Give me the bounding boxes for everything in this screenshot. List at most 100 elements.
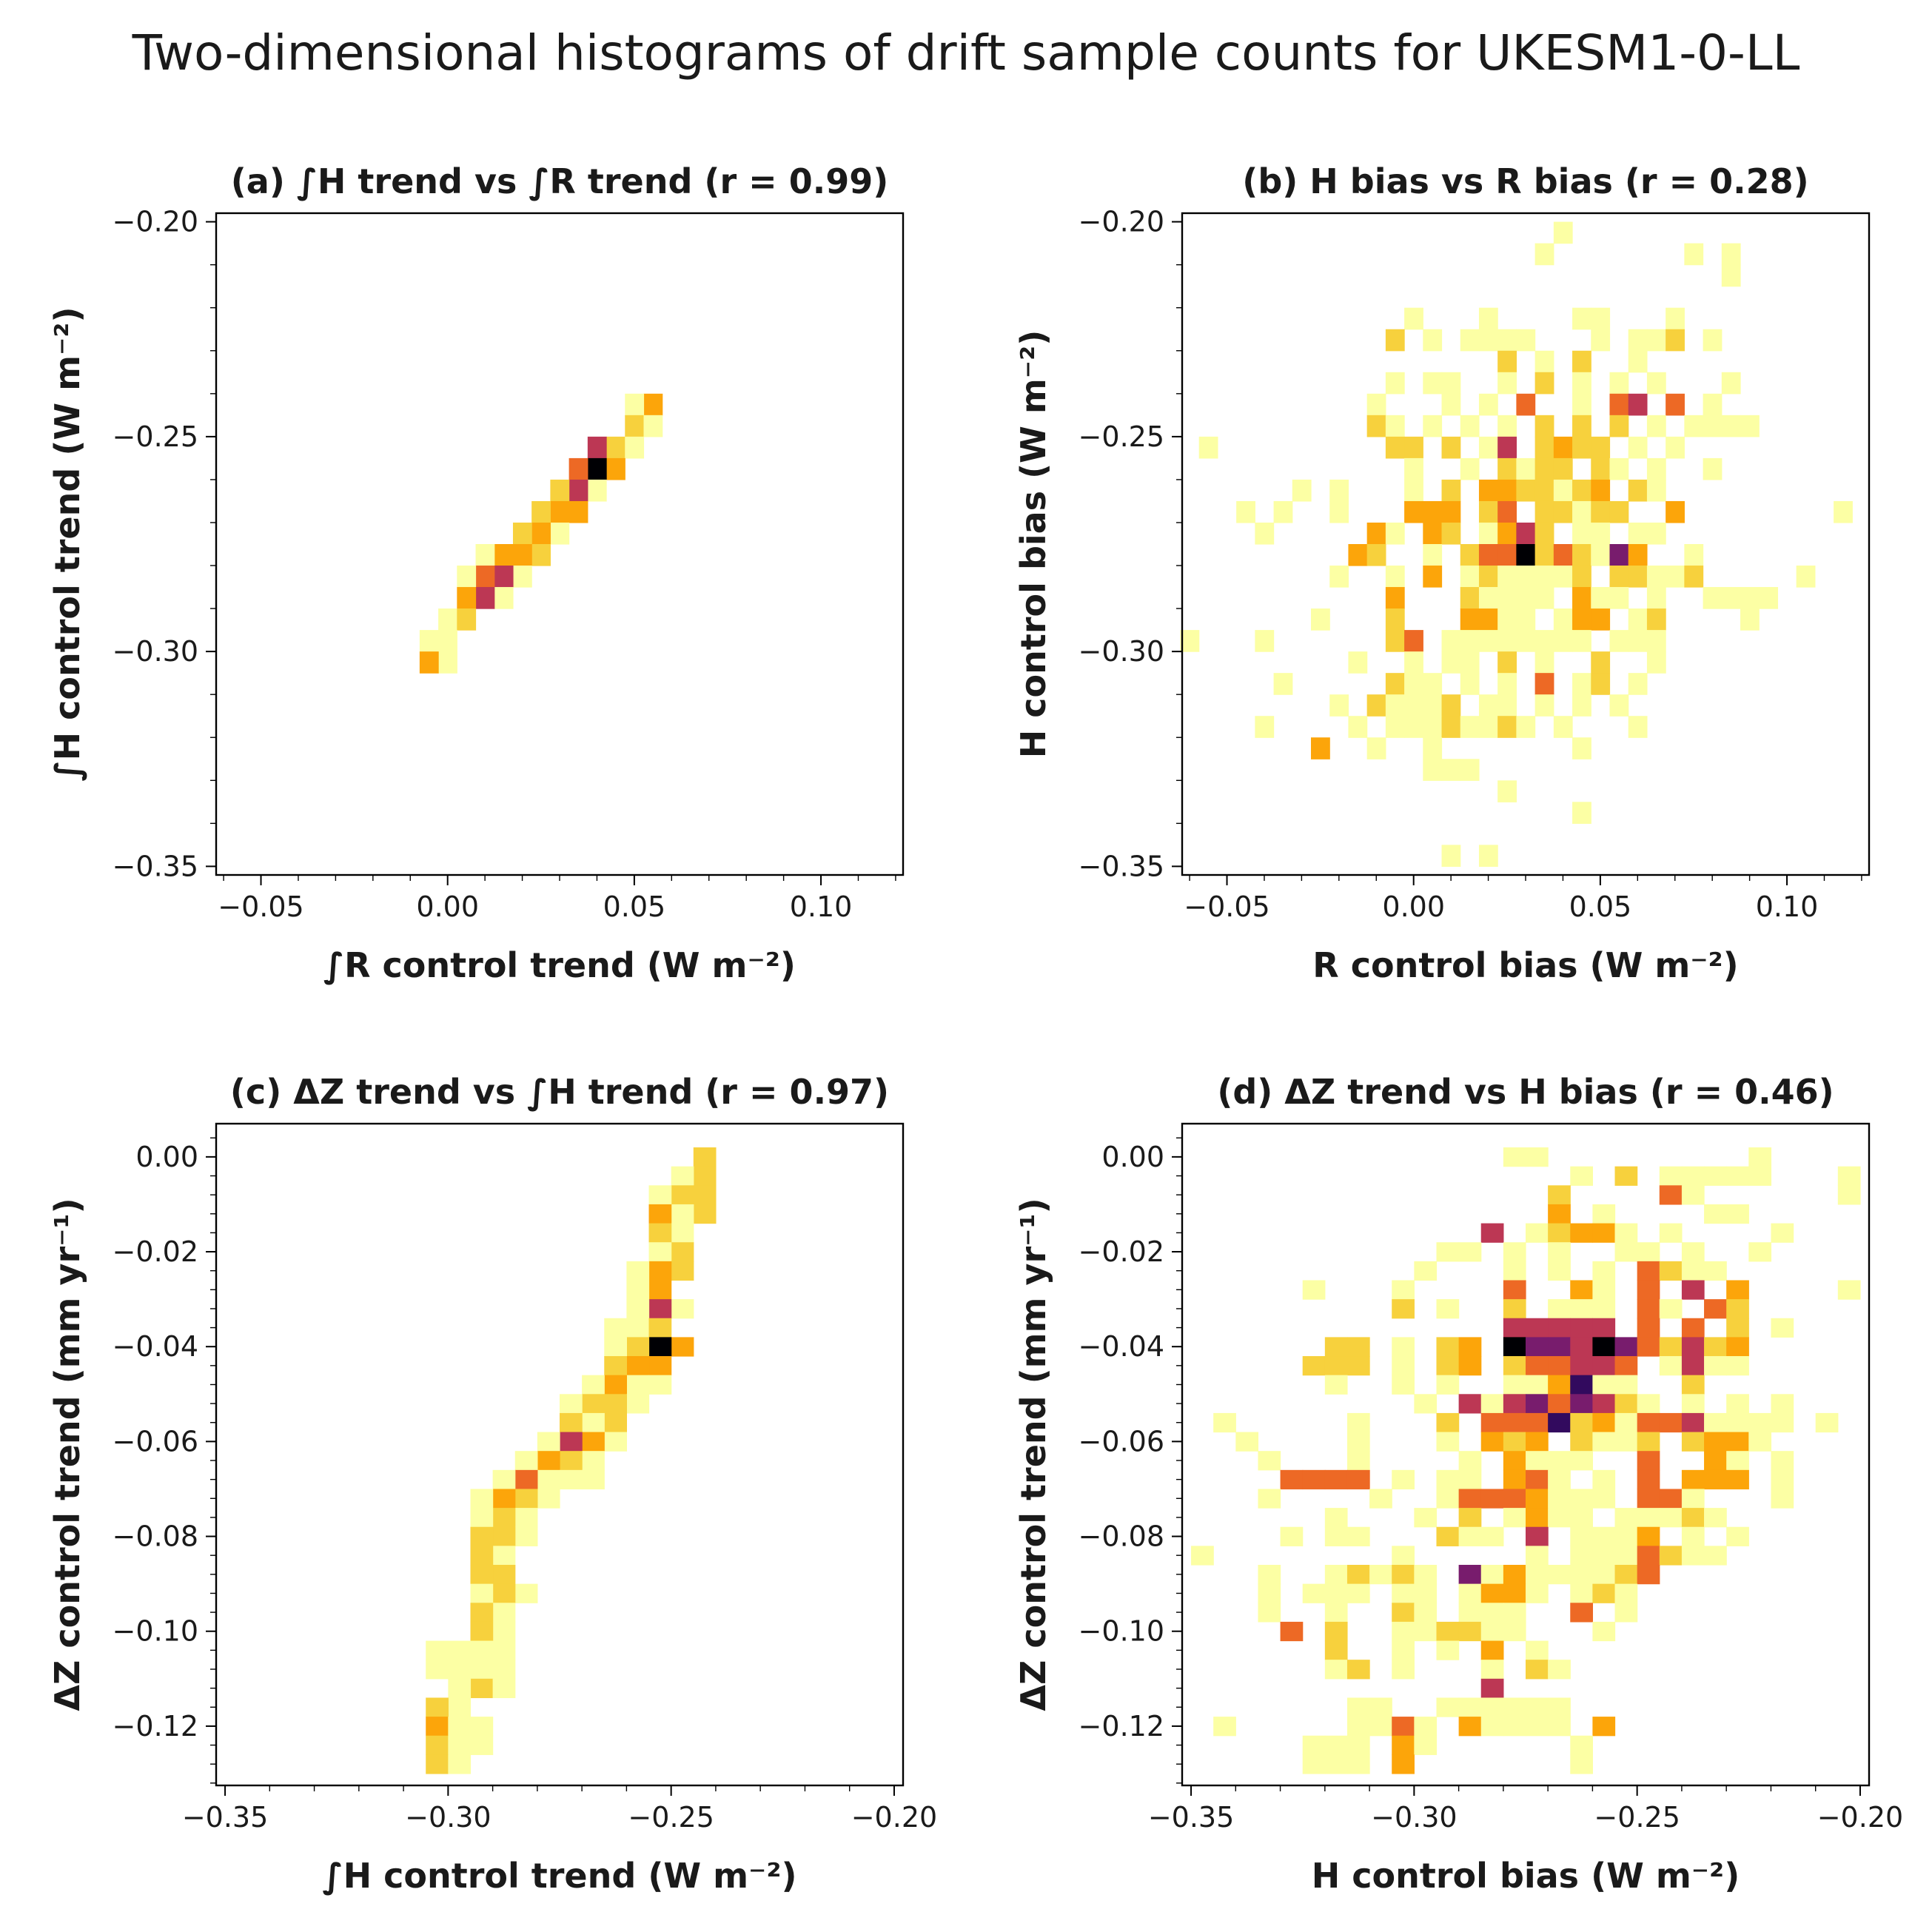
heatmap-cell xyxy=(1503,1583,1526,1603)
heatmap-cell xyxy=(1591,544,1611,566)
heatmap-cell xyxy=(1614,1583,1638,1603)
heatmap-cell xyxy=(1646,566,1666,588)
heatmap-cell xyxy=(1346,1717,1370,1737)
heatmap-cell xyxy=(1681,1261,1705,1281)
heatmap-cell xyxy=(492,1660,516,1680)
heatmap-cell xyxy=(1503,1394,1526,1414)
heatmap-cell xyxy=(1329,479,1349,502)
heatmap-cell xyxy=(1324,1621,1348,1642)
heatmap-cell xyxy=(537,1432,560,1452)
heatmap-cell xyxy=(1366,737,1386,759)
heatmap-cell xyxy=(492,1603,516,1623)
heatmap-cell xyxy=(1292,479,1312,502)
heatmap-cell xyxy=(1721,243,1741,266)
heatmap-cell xyxy=(648,1204,672,1224)
heatmap-cell xyxy=(470,1603,494,1623)
heatmap-cell xyxy=(1548,1242,1571,1262)
heatmap-cell xyxy=(1478,845,1498,867)
heatmap-cell xyxy=(1441,500,1461,523)
heatmap-cell xyxy=(1526,1337,1549,1357)
heatmap-cell xyxy=(1404,457,1423,480)
heatmap-cell xyxy=(1646,415,1666,437)
heatmap-cell xyxy=(1348,651,1368,674)
heatmap-cell xyxy=(560,1432,583,1452)
y-tick-label: −0.10 xyxy=(1079,1615,1164,1648)
heatmap-cell xyxy=(531,522,551,545)
heatmap-cell xyxy=(1534,243,1554,266)
heatmap-cell xyxy=(1503,1261,1526,1281)
heatmap-cell xyxy=(470,1640,494,1660)
heatmap-cell xyxy=(1346,1697,1370,1717)
heatmap-cell xyxy=(604,1318,627,1338)
heatmap-cell xyxy=(1637,1337,1660,1357)
heatmap-cell xyxy=(1436,1299,1460,1319)
heatmap-cell xyxy=(1436,1640,1460,1660)
heatmap-cell xyxy=(470,1526,494,1546)
heatmap-cell xyxy=(1726,1526,1749,1546)
x-tick-label: 0.05 xyxy=(1569,890,1632,923)
heatmap-cell xyxy=(1637,1469,1660,1490)
y-tick-label: −0.02 xyxy=(1079,1235,1164,1268)
heatmap-cell xyxy=(1478,587,1498,609)
heatmap-cell xyxy=(1526,1375,1549,1395)
heatmap-cell xyxy=(448,1678,472,1699)
heatmap-cell xyxy=(1659,1166,1683,1186)
heatmap-cell xyxy=(1837,1166,1861,1186)
heatmap-cell xyxy=(1548,1337,1571,1357)
heatmap-cell xyxy=(438,651,457,674)
heatmap-cell xyxy=(1704,1356,1727,1376)
heatmap-cell xyxy=(1553,436,1573,459)
y-tick-label: −0.06 xyxy=(113,1425,198,1458)
heatmap-cell xyxy=(1534,457,1554,480)
heatmap-cell xyxy=(1423,500,1443,523)
heatmap-cell xyxy=(1236,500,1255,523)
heatmap-cell xyxy=(1592,1717,1616,1737)
heatmap-cell xyxy=(1346,1526,1370,1546)
heatmap-cell xyxy=(1771,1318,1794,1338)
panel-title: (d) ΔZ trend vs H bias (r = 0.46) xyxy=(1217,1072,1834,1112)
heatmap-cell xyxy=(1592,1546,1616,1566)
heatmap-cell xyxy=(1392,1735,1415,1755)
heatmap-cell xyxy=(1748,1147,1772,1167)
heatmap-cell xyxy=(492,1546,516,1566)
heatmap-cell xyxy=(1628,350,1648,373)
heatmap-cell xyxy=(560,1394,583,1414)
heatmap-cell xyxy=(1392,1717,1415,1737)
heatmap-cell xyxy=(1534,651,1554,674)
heatmap-cells xyxy=(1191,1147,1861,1774)
heatmap-cell xyxy=(1258,1603,1281,1623)
heatmap-cell xyxy=(1771,1469,1794,1490)
heatmap-cell xyxy=(1392,1565,1415,1585)
heatmap-cell xyxy=(1628,436,1648,459)
heatmap-cell xyxy=(1497,350,1517,373)
heatmap-cell xyxy=(1570,1299,1593,1319)
heatmap-cell xyxy=(1703,393,1723,416)
heatmap-cell xyxy=(560,1412,583,1433)
heatmap-cell xyxy=(1748,1242,1772,1262)
heatmap-cell xyxy=(492,1469,516,1490)
heatmap-cell xyxy=(1392,1469,1415,1490)
heatmap-cell xyxy=(1458,1394,1482,1414)
heatmap-cell xyxy=(1329,694,1349,717)
heatmap-cell xyxy=(1771,1489,1794,1509)
heatmap-cell xyxy=(1681,1432,1705,1452)
heatmap-cell xyxy=(1837,1185,1861,1205)
heatmap-cell xyxy=(1721,587,1741,609)
heatmap-cell xyxy=(671,1204,694,1224)
heatmap-cell xyxy=(1273,673,1293,695)
heatmap-cell xyxy=(448,1640,472,1660)
heatmap-cell xyxy=(492,1621,516,1642)
heatmap-cell xyxy=(1748,1412,1772,1433)
heatmap-cell xyxy=(1614,1526,1638,1546)
heatmap-cell xyxy=(568,500,588,523)
y-tick-label: −0.20 xyxy=(113,206,198,238)
heatmap-cell xyxy=(1592,1621,1616,1642)
heatmap-cell xyxy=(1553,479,1573,502)
heatmap-cell xyxy=(1280,1526,1304,1546)
heatmap-cell xyxy=(1311,737,1330,759)
heatmap-cell xyxy=(1458,1526,1482,1546)
heatmap-cell xyxy=(1516,544,1536,566)
heatmap-cell xyxy=(1548,1394,1571,1414)
heatmap-cell xyxy=(1553,221,1573,244)
heatmap-cell xyxy=(1628,566,1648,588)
